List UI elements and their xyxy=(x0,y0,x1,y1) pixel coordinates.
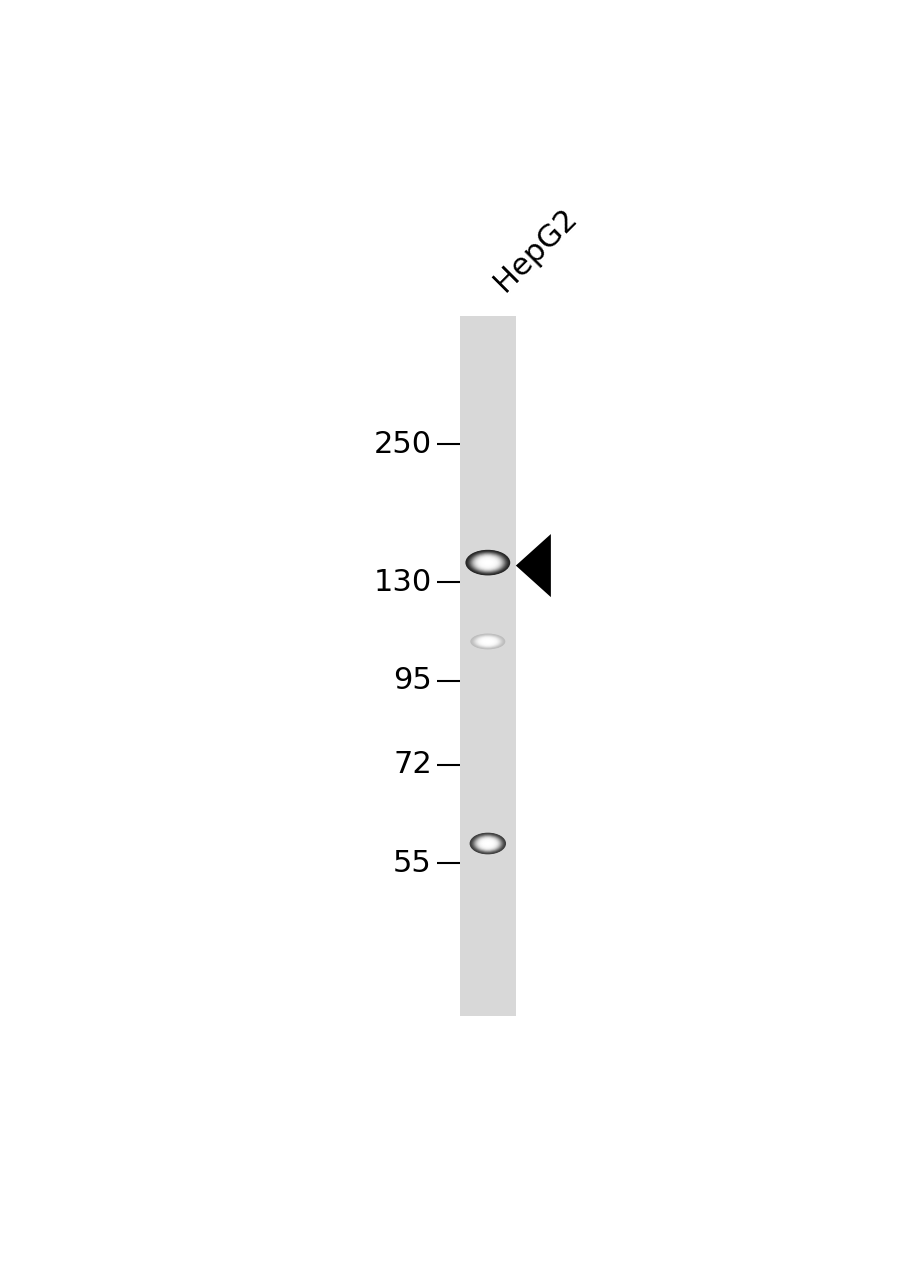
Ellipse shape xyxy=(473,835,502,852)
Ellipse shape xyxy=(479,558,495,567)
Ellipse shape xyxy=(481,639,494,644)
Text: 95: 95 xyxy=(393,667,432,695)
Ellipse shape xyxy=(480,840,494,847)
Ellipse shape xyxy=(470,553,504,572)
Ellipse shape xyxy=(483,640,491,644)
Text: 55: 55 xyxy=(393,849,432,878)
Ellipse shape xyxy=(475,836,499,851)
Ellipse shape xyxy=(476,636,498,646)
Ellipse shape xyxy=(476,557,498,570)
Ellipse shape xyxy=(484,640,490,643)
Ellipse shape xyxy=(471,554,503,572)
Ellipse shape xyxy=(482,840,493,847)
Ellipse shape xyxy=(479,838,495,849)
Ellipse shape xyxy=(470,833,504,854)
Ellipse shape xyxy=(479,637,496,645)
Ellipse shape xyxy=(481,840,493,847)
Ellipse shape xyxy=(473,635,501,648)
Ellipse shape xyxy=(476,636,499,646)
Ellipse shape xyxy=(477,837,498,850)
Ellipse shape xyxy=(479,838,496,849)
Ellipse shape xyxy=(482,639,492,644)
Ellipse shape xyxy=(475,636,499,646)
Ellipse shape xyxy=(472,635,502,648)
Ellipse shape xyxy=(474,556,501,571)
Ellipse shape xyxy=(472,635,502,648)
Ellipse shape xyxy=(473,554,501,571)
Ellipse shape xyxy=(470,634,505,649)
Ellipse shape xyxy=(482,841,492,846)
Ellipse shape xyxy=(484,842,490,845)
Ellipse shape xyxy=(479,637,495,645)
Ellipse shape xyxy=(478,557,497,568)
Ellipse shape xyxy=(485,640,489,643)
Ellipse shape xyxy=(483,841,491,846)
Ellipse shape xyxy=(466,550,508,575)
Ellipse shape xyxy=(485,562,489,564)
Ellipse shape xyxy=(476,837,498,850)
Ellipse shape xyxy=(479,637,496,645)
Ellipse shape xyxy=(482,640,492,644)
Ellipse shape xyxy=(475,556,499,570)
Ellipse shape xyxy=(471,634,504,649)
Ellipse shape xyxy=(467,552,507,575)
Ellipse shape xyxy=(480,639,494,645)
Ellipse shape xyxy=(484,561,490,564)
Ellipse shape xyxy=(484,640,491,643)
Ellipse shape xyxy=(470,553,505,572)
Ellipse shape xyxy=(480,559,494,567)
Ellipse shape xyxy=(478,837,497,850)
Ellipse shape xyxy=(475,556,500,570)
Ellipse shape xyxy=(474,836,500,851)
Ellipse shape xyxy=(477,557,498,568)
Ellipse shape xyxy=(482,559,492,566)
Ellipse shape xyxy=(481,559,493,566)
Text: 250: 250 xyxy=(373,430,432,458)
Text: 72: 72 xyxy=(393,750,432,780)
Ellipse shape xyxy=(472,554,502,571)
Ellipse shape xyxy=(465,550,509,576)
Ellipse shape xyxy=(477,636,498,646)
Ellipse shape xyxy=(470,553,505,573)
Ellipse shape xyxy=(480,840,495,847)
Ellipse shape xyxy=(474,635,500,648)
Ellipse shape xyxy=(478,637,497,645)
Ellipse shape xyxy=(471,835,503,852)
Bar xyxy=(460,316,516,1016)
Ellipse shape xyxy=(477,837,498,850)
Ellipse shape xyxy=(473,836,501,851)
Ellipse shape xyxy=(474,636,500,648)
Ellipse shape xyxy=(483,561,491,564)
Ellipse shape xyxy=(483,561,492,566)
Ellipse shape xyxy=(478,637,498,646)
Ellipse shape xyxy=(475,836,500,851)
Text: 130: 130 xyxy=(373,568,432,596)
Ellipse shape xyxy=(470,833,505,854)
Ellipse shape xyxy=(469,833,506,854)
Ellipse shape xyxy=(479,838,497,849)
Ellipse shape xyxy=(486,842,489,845)
Ellipse shape xyxy=(486,562,489,563)
Text: HepG2: HepG2 xyxy=(488,202,582,297)
Ellipse shape xyxy=(471,635,503,649)
Ellipse shape xyxy=(481,639,493,644)
Ellipse shape xyxy=(470,634,504,649)
Ellipse shape xyxy=(486,842,489,845)
Ellipse shape xyxy=(486,641,489,643)
Ellipse shape xyxy=(472,835,502,852)
Ellipse shape xyxy=(469,552,506,573)
Ellipse shape xyxy=(479,558,496,567)
Ellipse shape xyxy=(466,550,509,575)
Ellipse shape xyxy=(485,842,489,845)
Polygon shape xyxy=(516,534,550,596)
Ellipse shape xyxy=(479,558,497,568)
Ellipse shape xyxy=(470,833,504,854)
Ellipse shape xyxy=(468,552,507,573)
Ellipse shape xyxy=(484,841,491,846)
